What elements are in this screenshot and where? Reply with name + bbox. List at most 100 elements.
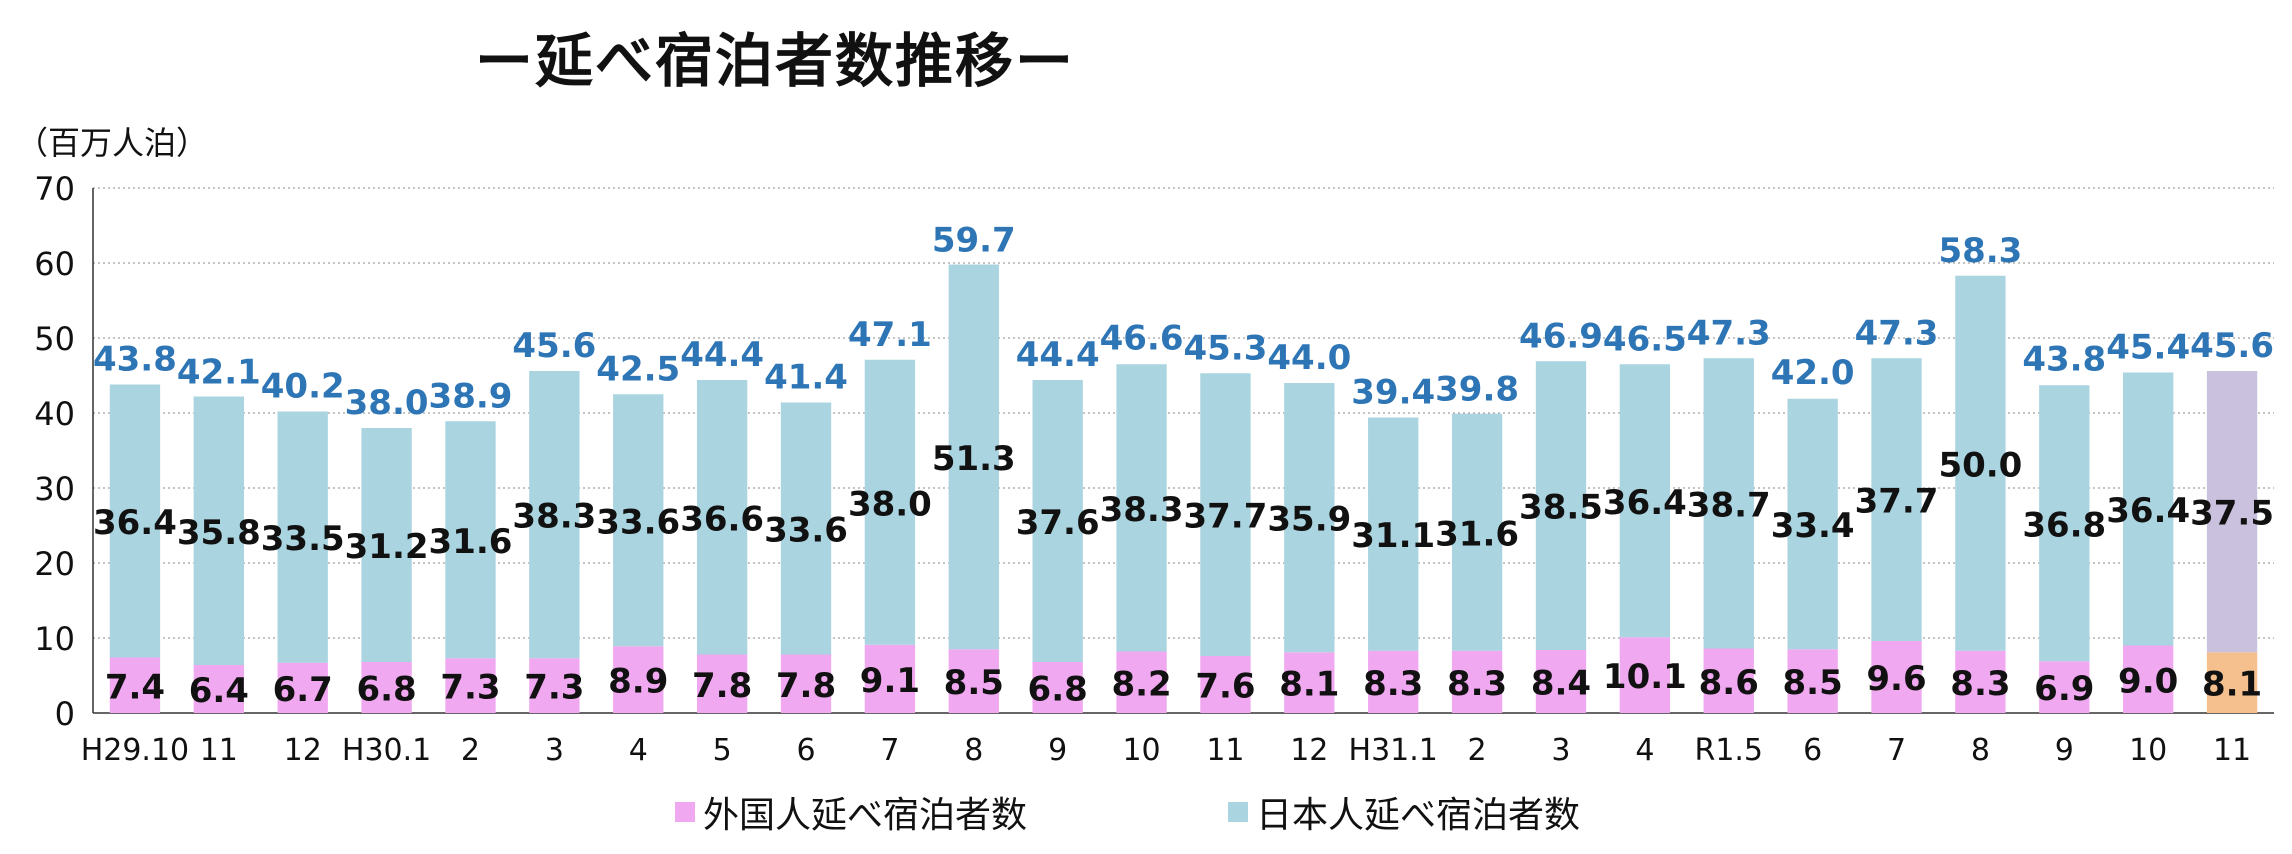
data-label-japanese: 38.5 (1519, 488, 1603, 528)
bar-foreign (1368, 650, 1419, 713)
bar-japanese (361, 428, 412, 662)
data-label-total: 40.2 (261, 367, 345, 407)
bar-foreign (1787, 649, 1838, 713)
bar-foreign (1619, 637, 1671, 713)
data-label-total: 42.5 (596, 349, 680, 389)
data-label-total: 38.9 (429, 376, 513, 416)
bar-foreign (445, 658, 496, 713)
x-tick-label: 10 (1122, 733, 1160, 768)
data-label-japanese: 37.7 (1183, 497, 1267, 537)
data-label-total: 45.6 (512, 326, 596, 366)
legend-item-foreign: 外国人延べ宿泊者数 (675, 786, 1027, 838)
data-label-foreign: 8.3 (1950, 664, 2010, 704)
data-label-japanese: 38.0 (848, 484, 932, 524)
bar-foreign (361, 662, 412, 713)
data-label-japanese: 37.5 (2190, 494, 2274, 534)
data-label-total: 39.8 (1435, 370, 1519, 410)
data-label-foreign: 8.6 (1699, 663, 1759, 703)
data-label-japanese: 35.9 (1267, 500, 1351, 540)
x-tick-label: H30.1 (342, 733, 431, 768)
bar-japanese (1451, 413, 1503, 651)
data-label-foreign: 7.4 (105, 667, 165, 707)
bar-foreign (109, 657, 161, 713)
data-label-total: 47.1 (848, 315, 932, 355)
bar-foreign (1284, 652, 1335, 713)
data-labels: 7.4 36.4 43.8 6.4 35.8 42.1 6.7 33.5 40.2 6.8 31.2… (93, 220, 2274, 711)
data-label-japanese: 31.6 (429, 522, 513, 562)
bar-japanese (1787, 398, 1838, 650)
x-tick-label: 3 (545, 733, 564, 768)
chart-title: ー延べ宿泊者数推移ー (474, 27, 1075, 95)
data-label-japanese: 31.6 (1435, 514, 1519, 554)
legend-swatch-foreign (675, 802, 695, 822)
data-label-total: 46.5 (1603, 319, 1687, 359)
data-label-total: 47.3 (1687, 313, 1771, 353)
data-label-total: 58.3 (1938, 231, 2022, 271)
bar-japanese (1535, 361, 1587, 650)
data-label-total: 46.6 (1100, 319, 1184, 359)
data-label-foreign: 8.3 (1363, 664, 1423, 704)
bar-japanese (1368, 417, 1419, 651)
data-label-total: 43.8 (2022, 340, 2106, 380)
bar-japanese (2123, 372, 2174, 646)
bar-foreign (780, 654, 832, 713)
data-label-japanese: 36.4 (93, 503, 177, 543)
data-label-total: 59.7 (932, 220, 1016, 260)
x-tick-label: 12 (284, 733, 322, 768)
legend-label-foreign: 外国人延べ宿泊者数 (703, 795, 1028, 836)
data-label-foreign: 7.3 (524, 668, 584, 708)
bar-japanese (277, 411, 328, 663)
x-tick-label: 6 (1803, 733, 1822, 768)
data-label-total: 44.0 (1267, 338, 1351, 378)
data-label-foreign: 8.3 (1447, 664, 1507, 704)
data-label-foreign: 7.8 (776, 666, 836, 706)
bar-japanese (864, 359, 916, 645)
axes: 0 10 20 30 40 50 60 70 H29.10 11 12 H30.1 2 3 4 5 6 7 8 9 10… (34, 170, 2274, 768)
bar-japanese (529, 371, 580, 659)
x-tick-label: 11 (2213, 733, 2251, 768)
data-label-japanese: 33.6 (596, 502, 680, 542)
bar-japanese (1032, 380, 1083, 662)
bar-foreign (2039, 661, 2090, 713)
x-tick-label: 9 (1048, 733, 1067, 768)
y-tick-label: 0 (55, 695, 75, 733)
data-label-foreign: 8.9 (608, 662, 668, 702)
data-label-foreign: 7.8 (692, 666, 752, 706)
data-label-foreign: 6.8 (1028, 670, 1088, 710)
data-label-foreign: 9.1 (860, 661, 920, 701)
bar-japanese (1703, 358, 1754, 649)
x-tick-label: 4 (629, 733, 648, 768)
data-label-total: 42.0 (1771, 353, 1855, 393)
data-label-foreign: 6.4 (189, 671, 249, 711)
bar-japanese (1284, 383, 1335, 653)
x-tick-label: R1.5 (1694, 733, 1763, 768)
data-label-japanese: 35.8 (177, 513, 261, 553)
data-label-total: 45.6 (2190, 326, 2274, 366)
x-tick-label: H29.10 (81, 733, 189, 768)
data-label-japanese: 33.6 (764, 511, 848, 551)
legend-swatch-japanese (1228, 802, 1248, 822)
y-tick-label: 60 (34, 245, 75, 283)
data-label-total: 46.9 (1519, 316, 1603, 356)
x-tick-label: 2 (461, 733, 480, 768)
data-label-foreign: 7.3 (440, 668, 500, 708)
data-label-foreign: 9.6 (1866, 659, 1926, 699)
data-label-foreign: 8.2 (1111, 664, 1171, 704)
bar-foreign (1032, 662, 1083, 713)
data-label-foreign: 8.1 (2202, 665, 2262, 705)
data-label-japanese: 38.7 (1687, 485, 1771, 525)
x-tick-label: 8 (964, 733, 983, 768)
bar-japanese (1871, 358, 1922, 641)
bar-japanese (948, 264, 999, 650)
y-tick-label: 40 (34, 395, 75, 433)
x-tick-label: 7 (1887, 733, 1906, 768)
data-label-japanese: 31.2 (345, 527, 429, 567)
y-tick-label: 30 (34, 470, 75, 508)
legend-item-japanese: 日本人延べ宿泊者数 (1228, 786, 1580, 838)
bar-foreign (2206, 652, 2258, 713)
data-label-foreign: 8.1 (1279, 665, 1339, 705)
data-label-foreign: 6.9 (2034, 669, 2094, 709)
data-label-total: 45.4 (2106, 328, 2190, 368)
data-label-japanese: 37.7 (1855, 482, 1939, 522)
